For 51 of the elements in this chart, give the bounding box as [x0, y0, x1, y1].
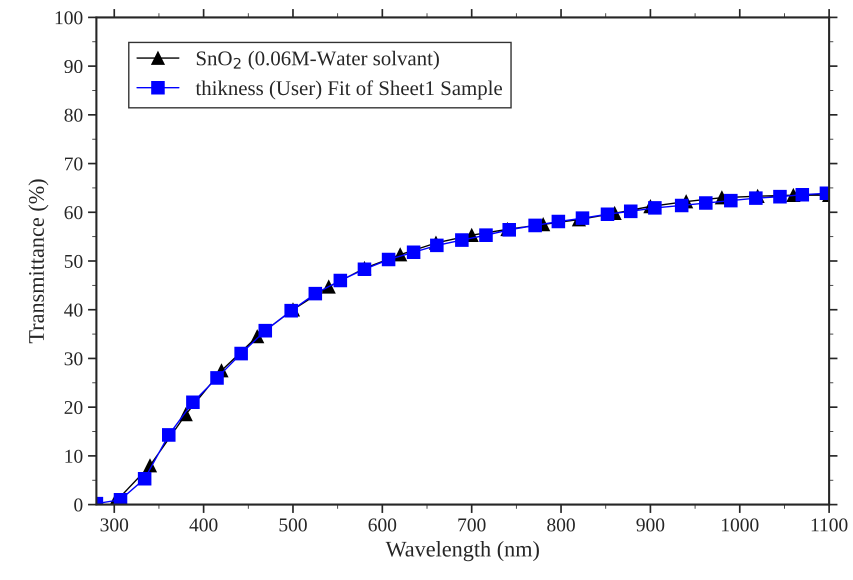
y-tick-label: 80	[64, 108, 82, 122]
y-tick-label: 90	[64, 60, 82, 74]
point	[284, 304, 298, 318]
point	[334, 274, 348, 288]
x-tick-label: 1100	[812, 518, 848, 532]
point	[576, 211, 590, 225]
point	[186, 396, 200, 410]
y-tick-label: 60	[64, 206, 82, 220]
point	[308, 286, 322, 300]
point	[382, 252, 396, 266]
y-tick-label: 30	[64, 352, 82, 366]
x-tick-label: 1000	[722, 518, 758, 532]
x-axis-title: Wavelength (nm)	[386, 540, 539, 562]
x-tick-label: 600	[368, 518, 396, 532]
point	[552, 214, 566, 228]
legend-label: thikness (User) Fit of Sheet1 Sample	[196, 80, 502, 100]
y-tick-label: 100	[56, 11, 82, 24]
y-tick-label: 40	[64, 304, 82, 317]
point	[648, 201, 662, 215]
point	[406, 245, 420, 259]
y-tick-label: 50	[64, 254, 82, 268]
point	[479, 228, 493, 242]
point	[210, 371, 224, 385]
y-axis-title: Transmittance (%)	[28, 179, 48, 344]
y-tick-label: 0	[74, 498, 82, 512]
x-tick-label: 900	[636, 518, 664, 532]
x-tick-label: 400	[189, 518, 218, 532]
y-tick-label: 20	[64, 400, 82, 414]
point	[162, 428, 176, 442]
point	[724, 194, 738, 208]
point	[773, 190, 787, 204]
x-tick-label: 800	[547, 518, 575, 532]
point	[749, 191, 763, 205]
point	[699, 196, 713, 210]
point	[455, 233, 469, 247]
point	[674, 198, 688, 212]
point	[234, 346, 248, 360]
y-tick-label: 70	[65, 157, 82, 170]
point	[258, 324, 272, 338]
x-tick-label: 300	[100, 518, 128, 532]
point	[138, 472, 152, 486]
point	[796, 188, 810, 202]
point	[600, 207, 614, 221]
x-tick-label: 700	[458, 518, 486, 532]
point	[430, 238, 444, 252]
legend-label: SnO$_{2}$ (0.06M-Water solvant)	[196, 50, 439, 70]
x-tick-label: 500	[280, 518, 307, 532]
point	[528, 218, 542, 232]
y-tick-label: 10	[65, 450, 82, 463]
point	[114, 492, 128, 505]
point	[624, 204, 638, 218]
